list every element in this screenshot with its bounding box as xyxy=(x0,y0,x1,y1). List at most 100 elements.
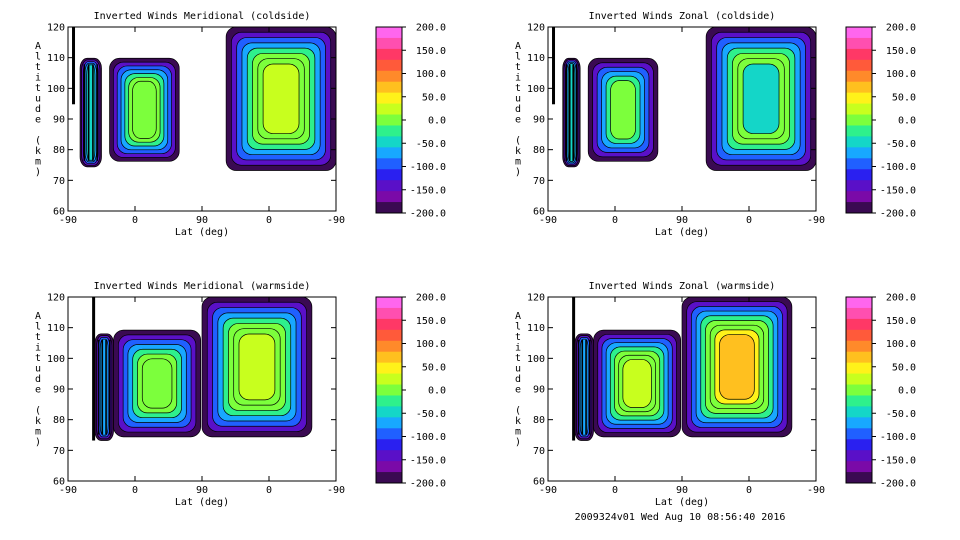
panel-title: Inverted Winds Meridional (coldside) xyxy=(94,11,311,22)
colorbar-tick-label: 100.0 xyxy=(886,69,916,80)
y-tick-label: 90 xyxy=(533,115,545,126)
colorbar-segment xyxy=(846,180,872,192)
y-tick-label: 90 xyxy=(533,385,545,396)
colorbar-segment xyxy=(376,395,402,407)
colorbar-tick-label: -150.0 xyxy=(410,185,446,196)
x-tick-label: 0 xyxy=(612,485,618,496)
colorbar-tick-label: -50.0 xyxy=(416,139,446,150)
y-tick-label: 90 xyxy=(53,115,65,126)
colorbar-segment xyxy=(846,70,872,83)
x-tick-label: -90 xyxy=(59,485,77,496)
colorbar-segment xyxy=(376,461,402,473)
x-tick-label: -90 xyxy=(807,485,825,496)
x-tick-label: 0 xyxy=(132,215,138,226)
y-tick-label: 60 xyxy=(53,477,65,488)
colorbar-segment xyxy=(846,406,872,418)
x-tick-label: -90 xyxy=(327,485,345,496)
colorbar-tick-label: -150.0 xyxy=(410,455,446,466)
x-axis-label: Lat (deg) xyxy=(175,497,229,508)
colorbar-segment xyxy=(846,297,872,309)
x-tick-label: 0 xyxy=(132,485,138,496)
contour-level xyxy=(99,338,109,436)
colorbar-segment xyxy=(846,417,872,429)
y-tick-label: 80 xyxy=(53,145,65,156)
colorbar-segment xyxy=(376,472,402,484)
y-tick-label: 120 xyxy=(47,293,65,304)
colorbar-segment xyxy=(846,461,872,473)
colorbar-segment xyxy=(376,136,402,148)
colorbar-tick-label: 150.0 xyxy=(886,316,916,327)
colorbar-segment xyxy=(376,59,402,72)
colorbar-segment xyxy=(846,114,872,126)
colorbar-segment xyxy=(376,103,402,116)
colorbar-tick-label: 200.0 xyxy=(416,23,446,34)
contour-streak xyxy=(572,297,576,441)
x-tick-label: 90 xyxy=(676,215,688,226)
colorbar-tick-label: 100.0 xyxy=(886,339,916,350)
colorbar-tick-label: 0.0 xyxy=(428,386,446,397)
colorbar-tick-label: 150.0 xyxy=(886,46,916,57)
colorbar-tick-label: 200.0 xyxy=(416,293,446,304)
panel-3: Inverted Winds Meridional (warmside) 60 70… xyxy=(35,281,446,508)
colorbar-segment xyxy=(846,103,872,116)
colorbar-tick-label: 50.0 xyxy=(422,92,446,103)
colorbar-segment xyxy=(376,307,402,320)
colorbar-tick-label: 0.0 xyxy=(898,116,916,127)
colorbar-segment xyxy=(376,48,402,61)
y-tick-label: 70 xyxy=(533,176,545,187)
y-tick-label: 80 xyxy=(533,415,545,426)
contour-level xyxy=(610,80,636,140)
y-tick-label: 100 xyxy=(527,354,545,365)
colorbar-segment xyxy=(376,158,402,170)
x-tick-label: 90 xyxy=(196,215,208,226)
x-tick-label: -90 xyxy=(327,215,345,226)
colorbar-segment xyxy=(376,202,402,214)
panel-title: Inverted Winds Meridional (warmside) xyxy=(94,281,311,292)
colorbar-tick-label: -200.0 xyxy=(880,209,916,220)
colorbar-tick-label: -100.0 xyxy=(880,432,916,443)
contour-area xyxy=(572,297,793,441)
x-tick-label: -90 xyxy=(539,485,557,496)
colorbar-segment xyxy=(846,373,872,386)
x-tick-label: 0 xyxy=(266,485,272,496)
colorbar-segment xyxy=(376,373,402,386)
contour-level xyxy=(622,359,652,408)
colorbar-tick-label: -150.0 xyxy=(880,455,916,466)
colorbar-segment xyxy=(376,191,402,203)
colorbar-tick-label: 0.0 xyxy=(898,386,916,397)
colorbar-segment xyxy=(846,340,872,353)
colorbar-segment xyxy=(846,395,872,407)
y-tick-label: 110 xyxy=(527,53,545,64)
panel-title: Inverted Winds Zonal (warmside) xyxy=(589,281,776,292)
y-tick-label: 110 xyxy=(47,53,65,64)
panel-1: Inverted Winds Meridional (coldside) 60 70… xyxy=(35,11,446,238)
colorbar-segment xyxy=(376,417,402,429)
colorbar-segment xyxy=(846,329,872,342)
contour-area xyxy=(92,297,313,441)
colorbar-tick-label: -100.0 xyxy=(410,432,446,443)
colorbar-segment xyxy=(846,169,872,181)
colorbar-tick-label: 50.0 xyxy=(892,362,916,373)
colorbar-segment xyxy=(846,428,872,440)
y-tick-label: 70 xyxy=(53,176,65,187)
x-tick-label: 90 xyxy=(676,485,688,496)
colorbar-segment xyxy=(846,27,872,39)
colorbar-segment xyxy=(376,27,402,39)
colorbar-segment xyxy=(376,318,402,331)
y-tick-label: 110 xyxy=(527,323,545,334)
contour-level xyxy=(719,334,755,400)
x-axis-label: Lat (deg) xyxy=(655,497,709,508)
y-tick-label: 100 xyxy=(527,84,545,95)
colorbar-segment xyxy=(846,92,872,105)
colorbar-tick-label: 100.0 xyxy=(416,69,446,80)
colorbar-tick-label: -150.0 xyxy=(880,185,916,196)
colorbar-tick-label: -200.0 xyxy=(880,479,916,490)
colorbar-tick-label: -200.0 xyxy=(410,209,446,220)
colorbar-segment xyxy=(846,125,872,137)
colorbar-segment xyxy=(846,59,872,72)
y-tick-label: 60 xyxy=(53,207,65,218)
colorbar-segment xyxy=(376,428,402,440)
